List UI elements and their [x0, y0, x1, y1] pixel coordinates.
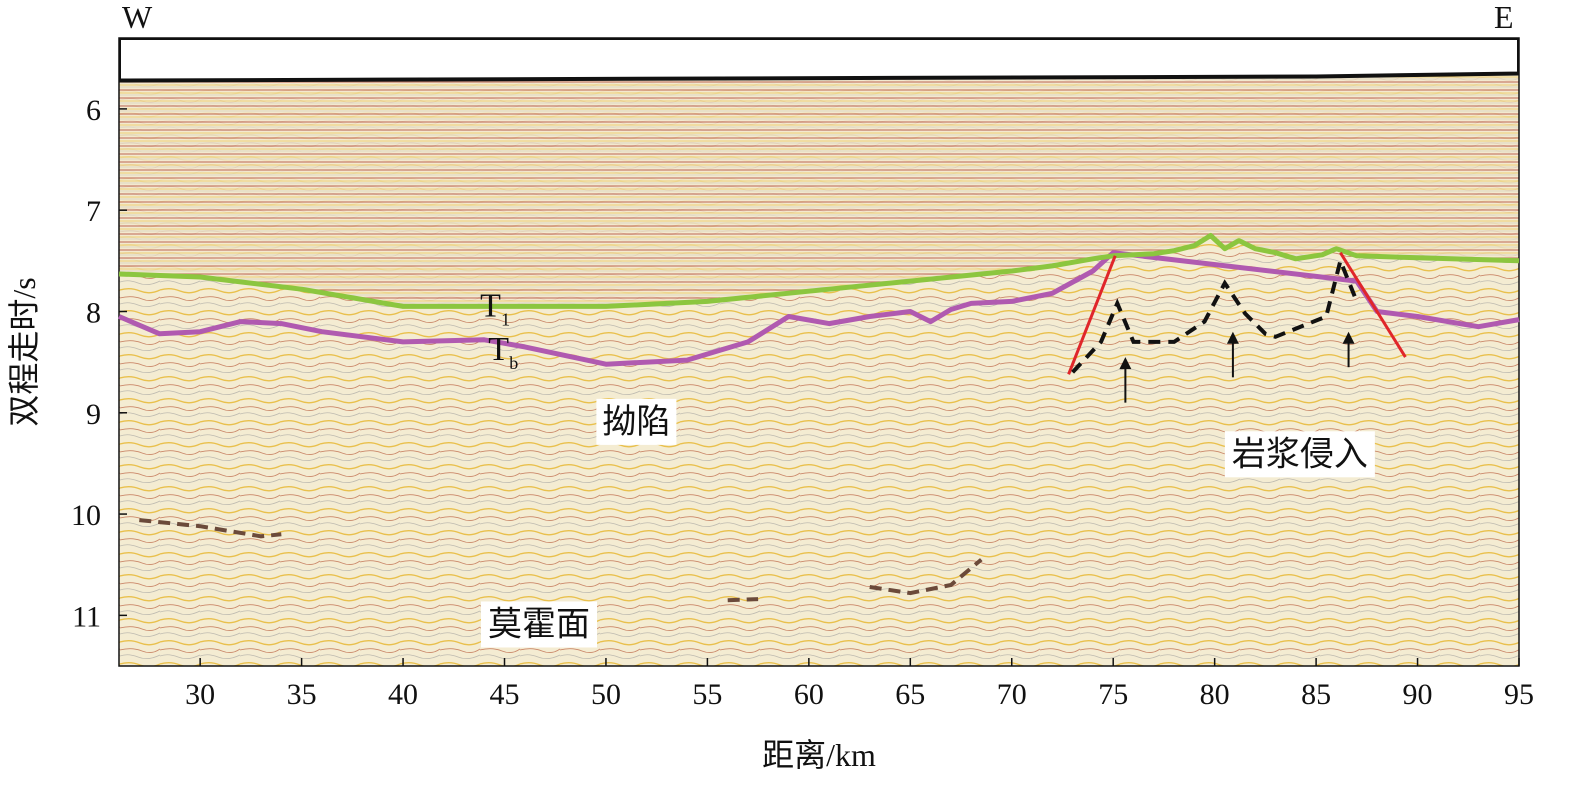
t1-horizon-line — [118, 233, 1520, 309]
svg-text:岩浆侵入: 岩浆侵入 — [1232, 435, 1368, 473]
east-label: E — [1494, 0, 1514, 35]
x-tick-label: 65 — [895, 678, 925, 711]
y-tick-label: 9 — [86, 398, 101, 431]
seabed-line — [119, 38, 1519, 83]
y-tick-label: 8 — [86, 296, 101, 329]
x-tick-label: 75 — [1098, 678, 1128, 711]
y-tick-label: 7 — [86, 195, 101, 228]
svg-text:b: b — [509, 353, 518, 373]
moho-dashed-segment — [139, 518, 282, 539]
x-tick-label: 85 — [1301, 678, 1331, 711]
y-axis-label: 双程走时/s — [6, 277, 42, 426]
tb-horizon-line — [118, 250, 1520, 367]
svg-text:莫霍面: 莫霍面 — [488, 605, 590, 643]
arrow-head — [1342, 331, 1355, 344]
x-axis-label: 距离/km — [762, 737, 876, 773]
intrusion-label: 岩浆侵入 — [1224, 431, 1375, 478]
svg-text:T: T — [488, 331, 509, 368]
moho-label: 莫霍面 — [481, 601, 597, 648]
x-tick-label: 50 — [591, 678, 621, 711]
tb-label: T b — [488, 331, 518, 373]
interpretation-overlay — [118, 233, 1520, 603]
moho-dashed-segment — [869, 558, 983, 596]
y-tick-label: 6 — [86, 94, 101, 127]
arrow-head — [1226, 331, 1239, 344]
fault-line — [1339, 251, 1407, 358]
x-tick-label: 70 — [997, 678, 1027, 711]
svg-text:1: 1 — [501, 310, 510, 330]
x-tick-label: 45 — [490, 678, 520, 711]
x-tick-label: 95 — [1504, 678, 1534, 711]
depression-label: 拗陷 — [596, 398, 677, 445]
y-axis: 6 7 8 9 10 11 — [71, 94, 127, 633]
x-axis: 30 35 40 45 50 55 60 65 70 75 80 85 90 95 — [185, 658, 1534, 711]
svg-text:T: T — [480, 288, 501, 325]
intrusion-outline — [1071, 254, 1359, 374]
x-tick-label: 60 — [794, 678, 824, 711]
x-tick-label: 35 — [287, 678, 317, 711]
annotation-labels: T 1 T b 拗陷 岩浆侵入 莫霍面 — [480, 288, 1375, 648]
x-tick-label: 90 — [1403, 678, 1433, 711]
moho-dashed-segment — [727, 597, 759, 603]
svg-text:拗陷: 拗陷 — [602, 403, 670, 441]
y-tick-label: 10 — [71, 499, 101, 532]
x-tick-label: 30 — [185, 678, 215, 711]
x-tick-label: 40 — [388, 678, 418, 711]
y-tick-label: 11 — [72, 600, 101, 633]
sediment-layers — [119, 73, 1519, 307]
fault-line — [1067, 255, 1117, 375]
seismic-section — [119, 38, 1519, 666]
west-label: W — [122, 0, 153, 35]
x-tick-label: 80 — [1200, 678, 1230, 711]
t1-label: T 1 — [480, 288, 510, 330]
x-tick-label: 55 — [692, 678, 722, 711]
arrow-head — [1119, 357, 1132, 370]
plot-frame — [118, 37, 1520, 667]
